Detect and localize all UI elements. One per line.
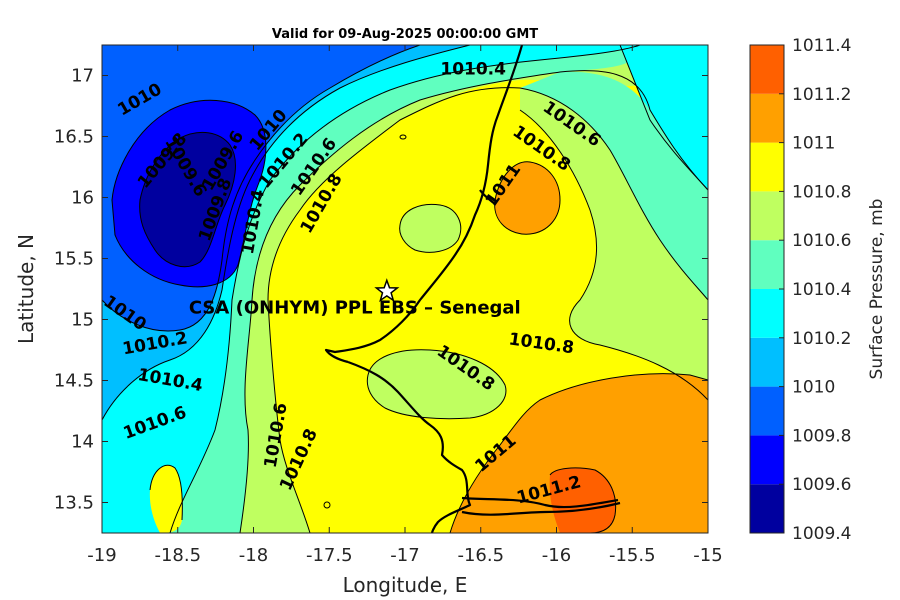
x-tick-label: -18: [239, 545, 268, 566]
x-tick-label: -16.5: [457, 545, 504, 566]
colorbar-swatch: [750, 337, 784, 387]
colorbar-tick-label: 1009.6: [792, 475, 851, 495]
y-tick-label: 17: [71, 66, 94, 87]
star-icon: [374, 278, 400, 303]
x-tick-label: -19: [87, 545, 116, 566]
colorbar-tick-label: 1011: [792, 134, 835, 154]
colorbar-label: Surface Pressure, mb: [867, 199, 887, 380]
y-tick-label: 15: [71, 310, 94, 331]
contour-lines: [102, 45, 708, 533]
colorbar-swatch: [750, 142, 784, 192]
colorbar-swatch: [750, 93, 784, 143]
y-axis-label: Latitude, N: [14, 234, 38, 344]
y-tick-label: 14: [71, 432, 94, 453]
colorbar-tick-label: 1009.8: [792, 426, 851, 446]
plot-area: 10101009.81009.61009.61009.810101010.210…: [102, 45, 708, 533]
band-1010-6-east: [520, 88, 708, 400]
coastline: [324, 45, 621, 533]
x-tick-label: -17.5: [306, 545, 353, 566]
colorbar-tick-label: 1011.2: [792, 85, 851, 105]
colorbar: 1009.4 1009.6 1009.8 1010 1010.2 1010.4 1010.6…: [749, 36, 851, 544]
pocket-1010-6-north: [399, 204, 461, 253]
colorbar-swatch: [750, 191, 784, 241]
x-axis: -19 -18.5 -18 -17.5 -17 -16.5 -16 -15.5 -15: [87, 45, 723, 566]
band-1011-south: [450, 373, 708, 533]
colorbar-swatch: [750, 289, 784, 338]
y-tick-label: 15.5: [54, 249, 94, 270]
colorbar-tick-label: 1011.4: [792, 36, 851, 56]
y-axis: 13.5 14 14.5 15 15.5 16 16.5 17: [54, 66, 708, 514]
colorbar-tick-label: 1009.4: [792, 524, 851, 544]
x-axis-label: Longitude, E: [343, 573, 468, 597]
band-1011-2-south: [549, 467, 616, 533]
colorbar-tick-label: 1010.2: [792, 329, 851, 349]
colorbar-swatch: [750, 435, 784, 485]
y-tick-label: 14.5: [54, 371, 94, 392]
pocket-1010-6-center: [367, 349, 506, 419]
band-1010-east-top: [620, 45, 708, 190]
colorbar-tick-label: 1010.4: [792, 280, 851, 300]
site-marker: [374, 278, 400, 303]
x-tick-label: -17: [390, 545, 419, 566]
band-1011-north: [494, 161, 560, 235]
y-tick-label: 16.5: [54, 127, 94, 148]
site-label: CSA (ONHYM) PPL EBS – Senegal: [189, 297, 521, 318]
x-tick-label: -18.5: [154, 545, 201, 566]
x-tick-label: -15.5: [609, 545, 656, 566]
y-tick-label: 13.5: [54, 493, 94, 514]
y-tick-label: 16: [71, 188, 94, 209]
colorbar-tick-label: 1010: [792, 378, 835, 398]
pocket-1010-8-west: [149, 465, 183, 533]
colorbar-tick-label: 1010.8: [792, 182, 851, 202]
colorbar-tick-label: 1010.6: [792, 231, 851, 251]
colorbar-swatch: [750, 240, 784, 289]
contour-label: 1010.4: [440, 59, 506, 79]
x-tick-label: -16: [542, 545, 571, 566]
colorbar-swatch: [750, 386, 784, 436]
x-tick-label: -15: [693, 545, 722, 566]
colorbar-swatch: [750, 484, 784, 533]
colorbar-swatch: [750, 45, 784, 94]
band-1009-4: [139, 132, 236, 267]
chart-title: Valid for 09-Aug-2025 00:00:00 GMT: [272, 27, 538, 42]
